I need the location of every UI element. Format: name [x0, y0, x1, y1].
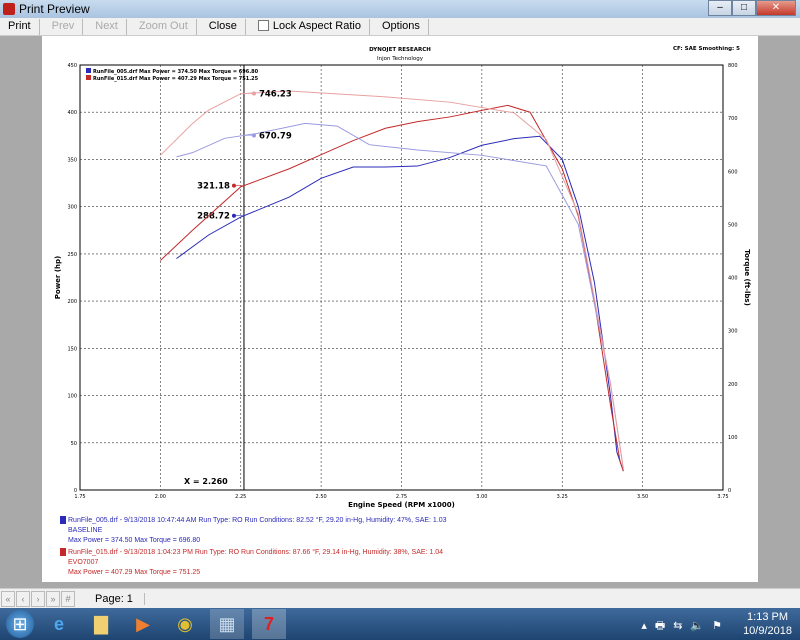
x-tick-label: 3.00 [476, 494, 487, 500]
y-tick-label: 150 [67, 346, 77, 352]
y-tick-label: 200 [67, 299, 77, 305]
lock-aspect-checkbox[interactable]: Lock Aspect Ratio [250, 18, 370, 35]
y2-tick-label: 600 [728, 169, 738, 175]
y-tick-label: 250 [67, 252, 77, 258]
y2-tick-label: 100 [728, 435, 738, 441]
run-max: Max Power = 374.50 Max Torque = 696.80 [68, 537, 201, 544]
print-button[interactable]: Print [0, 18, 40, 35]
clock-date: 10/9/2018 [743, 625, 792, 637]
cursor-marker [231, 183, 236, 188]
cursor-marker [251, 91, 256, 96]
media-player-icon[interactable]: ▶ [136, 613, 150, 634]
report-header: DYNOJET RESEARCH [369, 47, 431, 53]
next-button[interactable]: Next [87, 18, 127, 35]
legend-entry: RunFile_005.drf Max Power = 374.50 Max T… [93, 69, 259, 75]
x-tick-label: 2.75 [396, 494, 407, 500]
zoom-out-button[interactable]: Zoom Out [131, 18, 197, 35]
prev-button[interactable]: Prev [44, 18, 84, 35]
cursor-value: 288.72 [197, 212, 230, 222]
x-tick-label: 3.75 [717, 494, 728, 500]
cf-smoothing: CF: SAE Smoothing: 5 [673, 46, 740, 52]
run-name: BASELINE [68, 527, 103, 534]
close-button[interactable]: Close [201, 18, 246, 35]
checkbox-icon [257, 20, 269, 32]
clock-time: 1:13 PM [747, 611, 789, 623]
toolbar: Print Prev Next Zoom Out Close Lock Aspe… [0, 18, 800, 36]
maximize-button[interactable]: □ [732, 0, 756, 16]
chrome-icon[interactable]: ◉ [177, 613, 193, 634]
y-tick-label: 100 [67, 394, 77, 400]
status-bar: « ‹ › » # Page: 1 [0, 588, 800, 608]
report-subheader: Injon Technology [377, 56, 424, 62]
next-page-button[interactable]: › [31, 590, 45, 607]
run-max: Max Power = 407.29 Max Torque = 751.25 [68, 569, 201, 576]
y-axis-label: Power (hp) [54, 256, 62, 299]
taskbar: ⊞ e ▇ ▶ ◉ ▦ 7 ▴🖶⇆🔈⚑ 1:13 PM 10/9/2018 [0, 608, 800, 640]
close-window-button[interactable]: ✕ [756, 0, 796, 16]
x-tick-label: 3.50 [637, 494, 648, 500]
cursor-label: X = 2.260 [184, 477, 228, 486]
y-tick-label: 400 [67, 110, 77, 116]
y2-axis-label: Torque (ft-lbs) [743, 249, 751, 306]
y2-tick-label: 300 [728, 329, 738, 335]
y-tick-label: 450 [67, 63, 77, 69]
file-explorer-icon[interactable]: ▇ [94, 613, 108, 634]
y2-tick-label: 700 [728, 116, 738, 122]
x-tick-label: 2.25 [235, 494, 246, 500]
minimize-button[interactable]: – [708, 0, 732, 16]
x-tick-label: 1.75 [74, 494, 85, 500]
cursor-marker [251, 133, 256, 138]
y2-tick-label: 200 [728, 382, 738, 388]
prev-page-button[interactable]: ‹ [16, 590, 30, 607]
cursor-value: 321.18 [197, 182, 230, 192]
y2-tick-label: 500 [728, 222, 738, 228]
y-tick-label: 350 [67, 157, 77, 163]
run-info-2: RunFile_015.drf - 9/13/2018 1:04:23 PM R… [60, 548, 443, 578]
options-button[interactable]: Options [374, 18, 429, 35]
run-line: RunFile_005.drf - 9/13/2018 10:47:44 AM … [68, 517, 447, 524]
x-tick-label: 2.00 [155, 494, 166, 500]
legend-swatch [86, 75, 91, 80]
internet-explorer-icon[interactable]: e [53, 613, 64, 634]
cursor-marker [231, 213, 236, 218]
series-line [160, 90, 624, 469]
y-tick-label: 300 [67, 205, 77, 211]
legend-swatch [86, 68, 91, 73]
clock[interactable]: 1:13 PM 10/9/2018 [743, 610, 792, 638]
x-tick-label: 3.25 [557, 494, 568, 500]
goto-page-button[interactable]: # [61, 590, 75, 607]
legend-entry: RunFile_015.drf Max Power = 407.29 Max T… [93, 76, 259, 82]
series-line [176, 122, 624, 469]
window-title: Print Preview [19, 2, 90, 16]
first-page-button[interactable]: « [1, 590, 15, 607]
run-name: EVO7007 [68, 559, 99, 566]
page-indicator: Page: 1 [95, 592, 145, 605]
x-tick-label: 2.50 [316, 494, 327, 500]
dynojet-app-icon[interactable]: 7 [252, 609, 286, 639]
app-icon [3, 3, 15, 15]
tray-icons[interactable]: ▴🖶⇆🔈⚑ [641, 620, 730, 632]
start-button[interactable]: ⊞ [6, 610, 34, 638]
dyno-chart: DYNOJET RESEARCH Injon Technology CF: SAE … [54, 46, 751, 509]
series-line [176, 135, 624, 472]
y2-tick-label: 400 [728, 276, 738, 282]
calculator-icon[interactable]: ▦ [210, 609, 244, 639]
series-line [160, 104, 624, 472]
run-info-1: RunFile_005.drf - 9/13/2018 10:47:44 AM … [60, 516, 447, 546]
y-tick-label: 50 [71, 441, 77, 447]
y2-tick-label: 0 [728, 488, 731, 494]
cursor-value: 746.23 [259, 90, 292, 100]
y2-tick-label: 800 [728, 63, 738, 69]
y-tick-label: 0 [74, 488, 77, 494]
title-bar: Print Preview – □ ✕ [0, 0, 800, 18]
print-page: DYNOJET RESEARCH Injon Technology CF: SAE … [42, 36, 758, 582]
run-swatch [60, 548, 66, 557]
cursor-value: 670.79 [259, 131, 292, 141]
last-page-button[interactable]: » [46, 590, 60, 607]
x-axis-label: Engine Speed (RPM x1000) [348, 501, 455, 509]
run-line: RunFile_015.drf - 9/13/2018 1:04:23 PM R… [68, 549, 444, 556]
lock-aspect-label: Lock Aspect Ratio [272, 19, 361, 32]
run-swatch [60, 516, 66, 525]
